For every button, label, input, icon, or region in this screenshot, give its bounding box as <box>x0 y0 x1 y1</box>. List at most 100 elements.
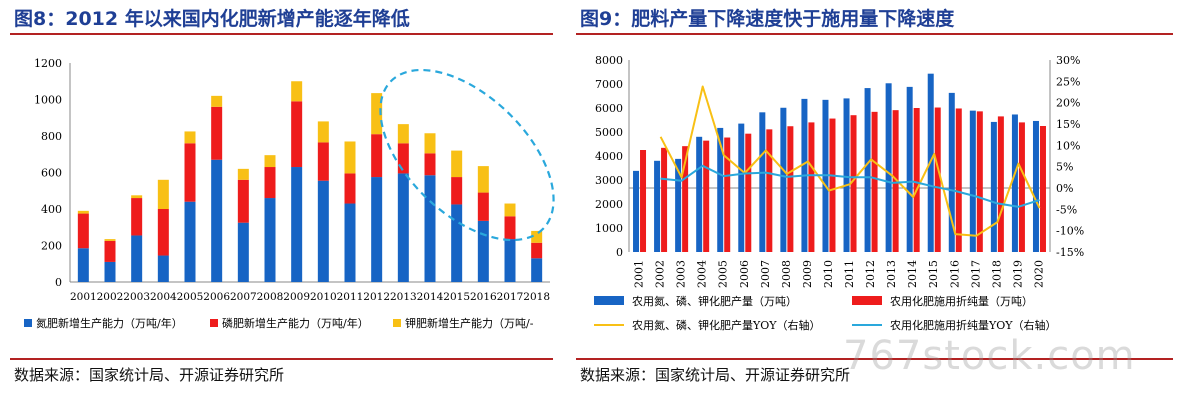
bar-phosphate <box>504 216 516 240</box>
bar-phosphate <box>157 209 169 256</box>
y-tick-label: 800 <box>41 130 62 143</box>
legend-label: 农用化肥施用折纯量（万吨） <box>890 294 1033 308</box>
production-bar <box>780 107 787 252</box>
bar-nitrogen <box>184 201 196 282</box>
legend-swatch <box>594 296 624 305</box>
bar-phosphate <box>237 179 249 223</box>
application-bar <box>934 107 941 253</box>
bar-phosphate <box>397 143 409 174</box>
x-tick-label: 2002 <box>97 291 124 303</box>
bar-phosphate <box>371 134 383 178</box>
application-bar <box>766 129 773 252</box>
legend-label: 农用氮、磷、钾化肥产量YOY（右轴） <box>632 318 821 332</box>
y-tick-label: 4000 <box>595 150 623 163</box>
x-tick-label: 2013 <box>390 291 417 303</box>
bar-phosphate <box>264 167 276 199</box>
bar-potash <box>371 93 383 135</box>
x-tick-label: 2005 <box>717 260 730 288</box>
bar-potash <box>291 81 303 102</box>
y2-tick-label: 15% <box>1056 118 1080 131</box>
x-tick-label: 2012 <box>864 260 877 288</box>
application-bar <box>913 108 920 252</box>
application-bar <box>1018 122 1025 253</box>
bar-potash <box>237 168 249 180</box>
application-bar <box>661 147 668 252</box>
left-title-rule <box>10 33 553 35</box>
y2-tick-label: 5% <box>1056 161 1073 174</box>
application-bar <box>871 111 878 252</box>
x-tick-label: 2001 <box>633 260 646 288</box>
bar-phosphate <box>131 198 143 236</box>
x-tick-label: 2017 <box>497 291 524 303</box>
bar-nitrogen <box>157 255 169 282</box>
bar-phosphate <box>211 106 223 160</box>
bar-nitrogen <box>371 177 383 282</box>
y-tick-label: 5000 <box>595 126 623 139</box>
bar-potash <box>504 203 516 217</box>
bar-potash <box>531 230 543 243</box>
bar-phosphate <box>424 153 436 176</box>
legend-label: 农用化肥施用折纯量YOY（右轴） <box>890 318 1057 332</box>
y-tick-label: 3000 <box>595 174 623 187</box>
x-tick-label: 2006 <box>738 260 751 288</box>
production-bar <box>717 127 724 252</box>
bar-potash <box>424 133 436 154</box>
bar-nitrogen <box>424 175 436 282</box>
x-tick-label: 2011 <box>337 291 364 303</box>
x-tick-label: 2015 <box>927 260 940 288</box>
x-tick-label: 2010 <box>310 291 337 303</box>
y2-tick-label: 25% <box>1056 75 1080 88</box>
x-tick-label: 2004 <box>696 260 709 288</box>
x-tick-label: 2014 <box>906 260 919 288</box>
bar-nitrogen <box>264 198 276 282</box>
production-bar <box>906 86 913 252</box>
y-tick-label: 0 <box>616 246 623 259</box>
x-tick-label: 2005 <box>177 291 204 303</box>
x-tick-label: 2019 <box>1011 260 1024 288</box>
production-bar <box>864 88 871 252</box>
x-tick-label: 2016 <box>948 260 961 288</box>
production-bar <box>1011 114 1018 252</box>
bar-phosphate <box>344 173 356 204</box>
y-tick-label: 8000 <box>595 54 623 67</box>
production-bar <box>633 170 640 252</box>
bar-nitrogen <box>104 261 116 282</box>
y2-tick-label: -5% <box>1056 203 1077 216</box>
left-chart-source: 数据来源：国家统计局、开源证券研究所 <box>14 366 285 384</box>
application-bar <box>976 111 983 252</box>
bar-phosphate <box>77 213 89 249</box>
x-tick-label: 2013 <box>885 260 898 288</box>
bar-nitrogen <box>397 173 409 282</box>
right-chart-source: 数据来源：国家统计局、开源证券研究所 <box>580 366 851 384</box>
production-bar <box>843 98 850 253</box>
watermark: 767stock.com <box>843 333 1136 379</box>
y-tick-label: 1200 <box>34 57 62 70</box>
bar-potash <box>131 195 143 199</box>
bar-potash <box>211 95 223 107</box>
x-tick-label: 2012 <box>363 291 390 303</box>
x-tick-label: 2020 <box>1032 260 1045 288</box>
application-bar <box>850 115 857 252</box>
bar-potash <box>397 124 409 144</box>
production-bar <box>696 136 703 252</box>
y2-tick-label: 20% <box>1056 97 1080 110</box>
y2-tick-label: -15% <box>1056 246 1084 259</box>
x-tick-label: 2016 <box>470 291 497 303</box>
bar-phosphate <box>477 192 489 221</box>
bar-phosphate <box>184 143 196 202</box>
x-tick-label: 2008 <box>780 260 793 288</box>
left-source-rule <box>10 358 553 360</box>
bar-nitrogen <box>531 258 543 282</box>
bar-nitrogen <box>344 203 356 282</box>
x-tick-label: 2009 <box>801 260 814 288</box>
x-tick-label: 2003 <box>123 291 150 303</box>
bar-potash <box>77 210 89 214</box>
bar-phosphate <box>451 177 463 205</box>
x-tick-label: 2018 <box>990 260 1003 288</box>
x-tick-label: 2011 <box>843 260 856 288</box>
production-bar <box>675 158 682 252</box>
legend-label: 农用氮、磷、钾化肥产量（万吨） <box>632 294 797 308</box>
production-bar <box>969 110 976 252</box>
bar-nitrogen <box>451 204 463 282</box>
